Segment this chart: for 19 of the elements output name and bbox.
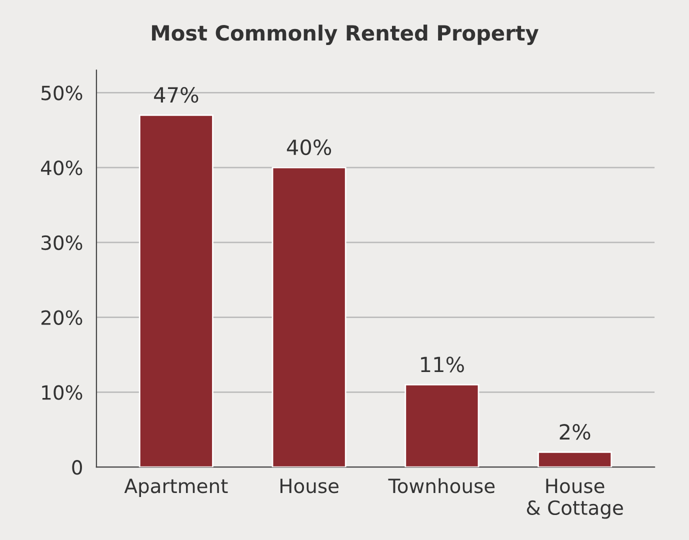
- bar: [404, 384, 480, 468]
- chart-title: Most Commonly Rented Property: [152, 24, 539, 45]
- x-tick-label: House: [280, 478, 338, 494]
- y-tick-label: 0: [72, 460, 82, 475]
- data-label: 47%: [154, 87, 198, 103]
- x-tick-label: Apartment: [124, 478, 228, 498]
- data-label: 11%: [421, 356, 464, 372]
- bar: [138, 114, 214, 468]
- bar: [272, 166, 346, 468]
- y-tick-label: 50%: [42, 86, 82, 100]
- y-tick-label: 20%: [41, 310, 82, 325]
- bar: [538, 451, 612, 468]
- x-tick-label: House & Cottage: [526, 478, 623, 519]
- x-tick-label: Townhouse: [388, 478, 495, 494]
- y-tick-label: 30%: [42, 235, 82, 250]
- y-tick-label: 40%: [41, 160, 82, 176]
- data-label: 2%: [560, 424, 590, 440]
- data-label: 40%: [286, 139, 332, 156]
- y-tick-label: 10%: [42, 385, 82, 400]
